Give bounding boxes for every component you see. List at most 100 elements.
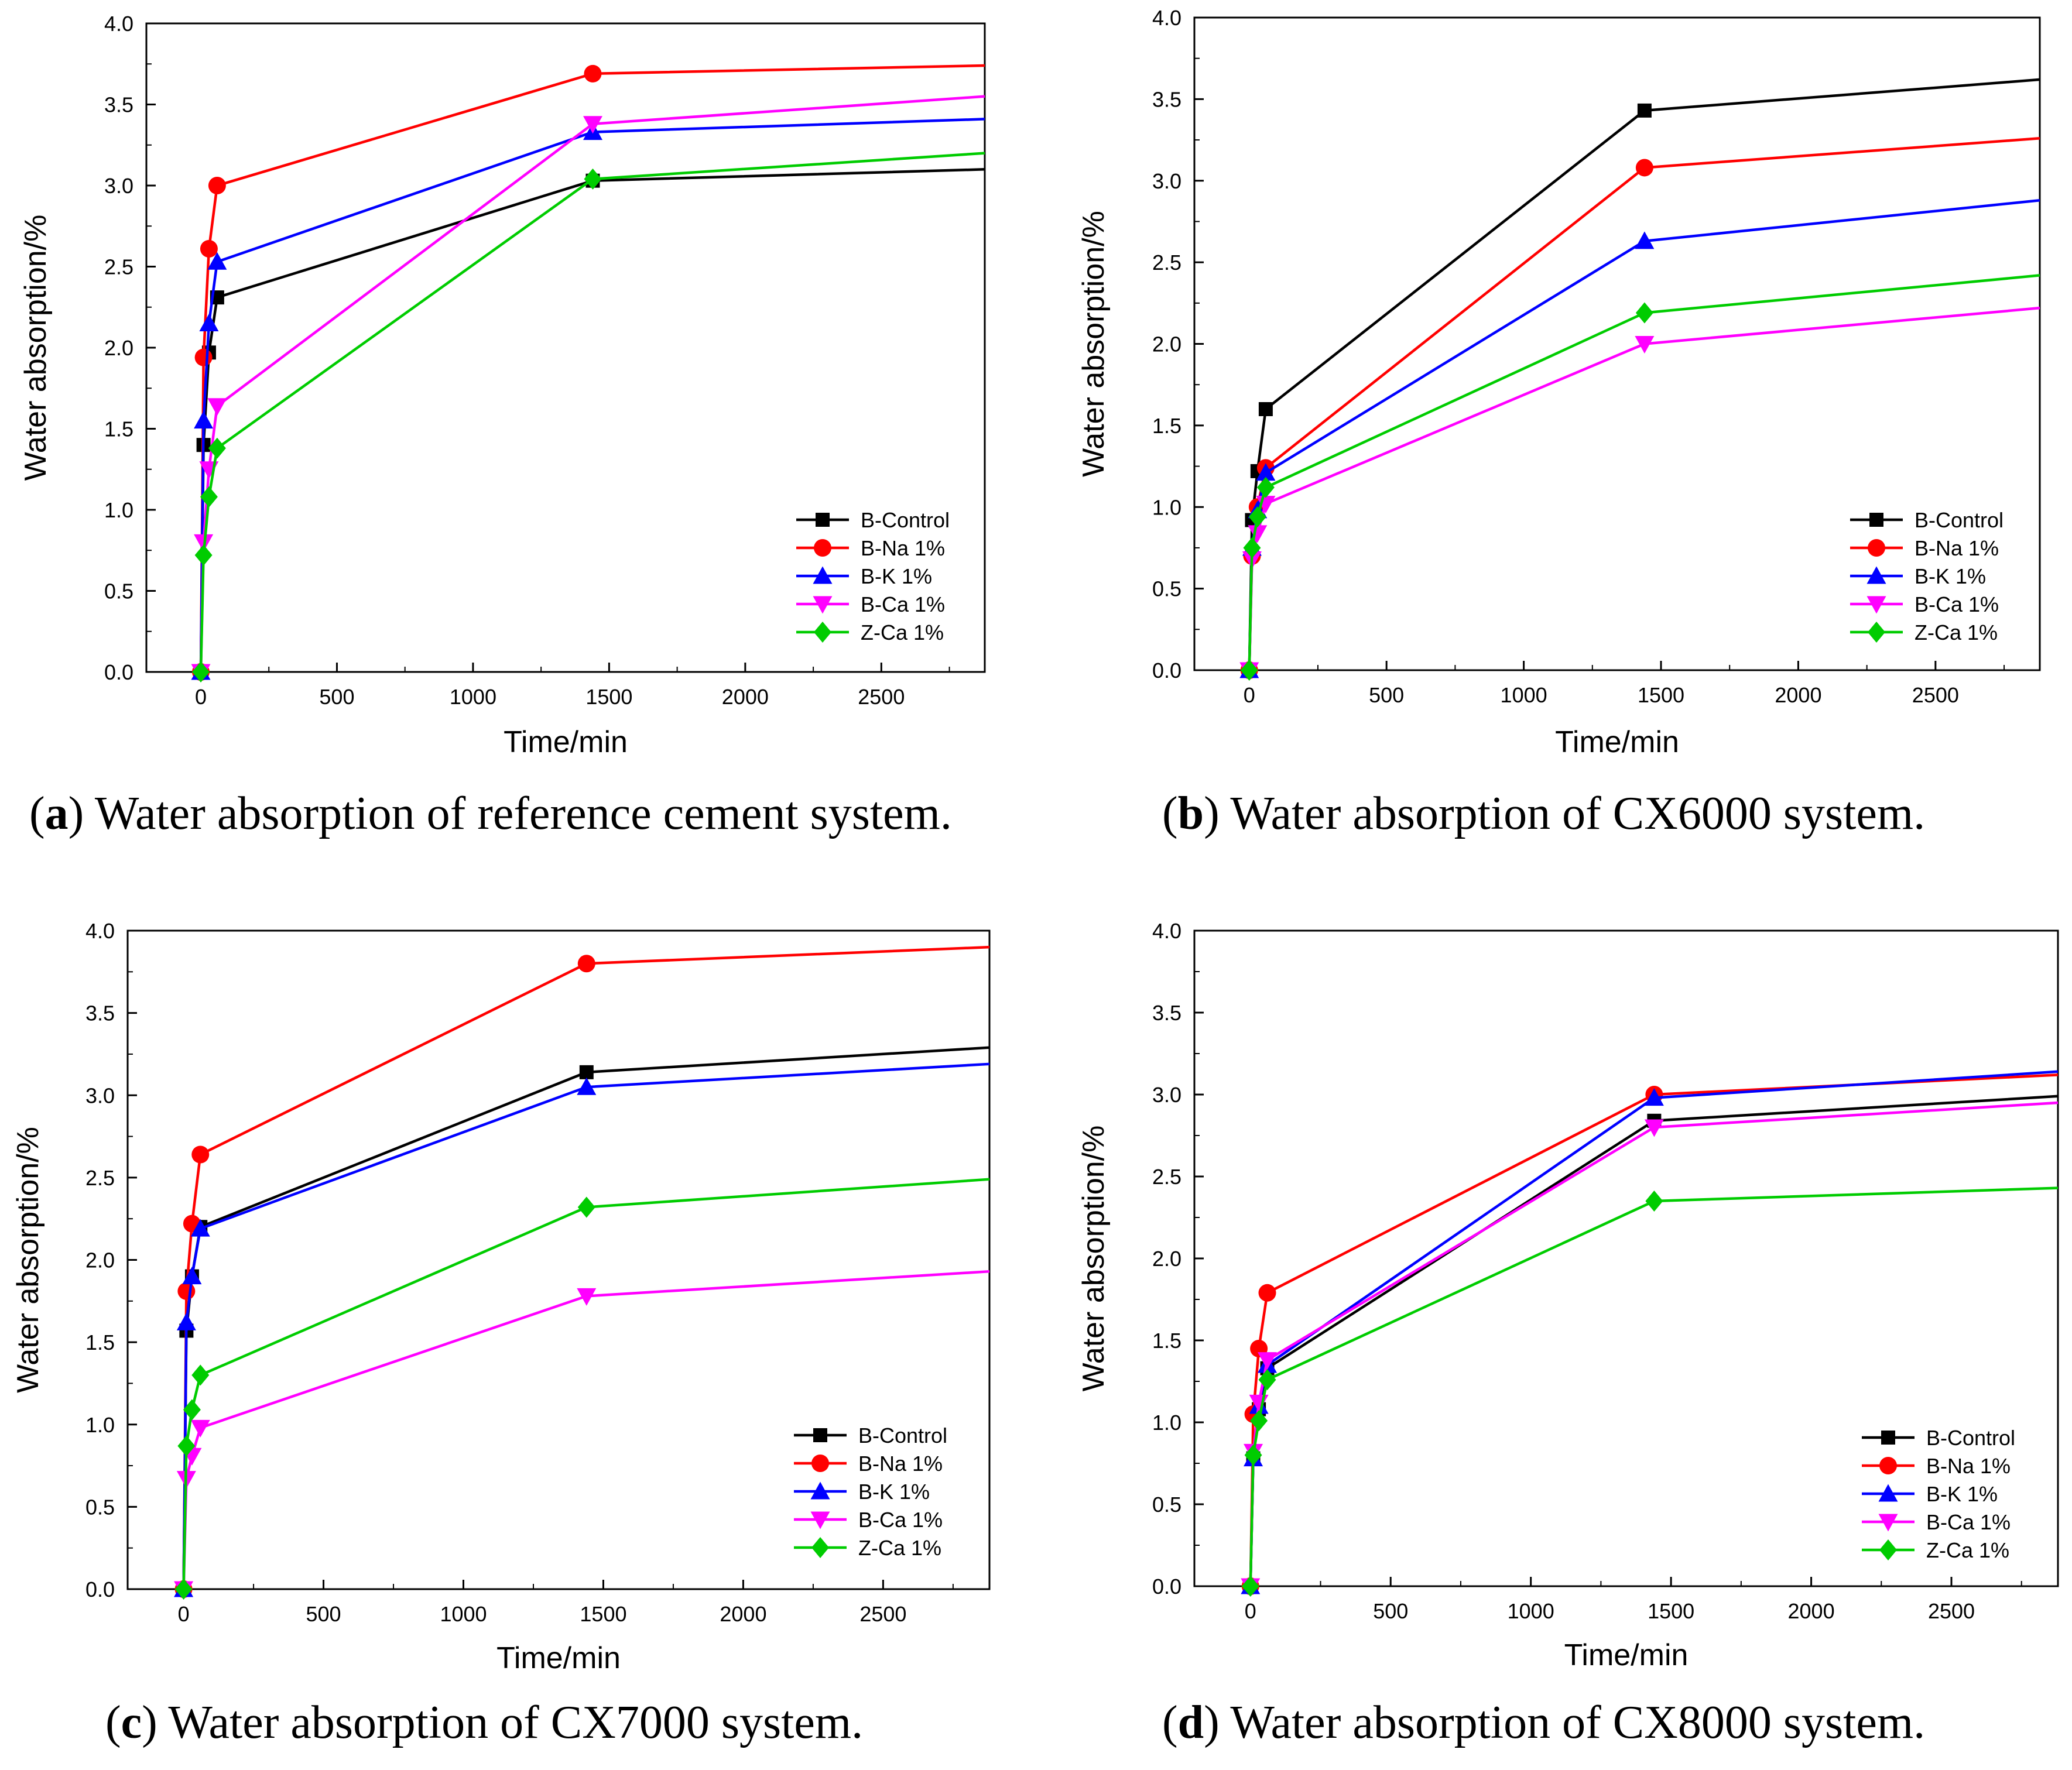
caption-a-label: a xyxy=(44,788,69,839)
y-tick-label: 2.5 xyxy=(1152,251,1181,275)
series-line-b-k-1- xyxy=(199,118,985,673)
x-tick-label: 0 xyxy=(195,685,207,709)
x-tick-label: 500 xyxy=(1369,683,1404,707)
x-axis-label: Time/min xyxy=(496,1641,621,1675)
x-tick-label: 500 xyxy=(1373,1599,1408,1623)
chart-panel-b: 0.0 0.5 1.0 1.5 2.0 2.5 3.0 3.5 4.0 0 500 1000 1500 2… xyxy=(1077,6,2041,759)
y-tick-label: 1.0 xyxy=(104,498,133,522)
y-tick-label: 3.0 xyxy=(1152,1083,1181,1107)
legend-marker xyxy=(1878,1514,1898,1532)
x-tick-label: 1500 xyxy=(580,1602,626,1626)
x-tick-label: 2000 xyxy=(722,685,769,709)
caption-a-text: Water absorption of reference cement sys… xyxy=(94,788,952,839)
y-tick-label: 2.0 xyxy=(104,336,133,360)
legend-label: Z-Ca 1% xyxy=(1915,620,1998,644)
caption-d: (d) Water absorption of CX8000 system. xyxy=(1162,1697,1926,1748)
data-point xyxy=(583,116,602,134)
y-tick-label: 1.5 xyxy=(85,1330,115,1354)
legend-label: B-Control xyxy=(858,1423,947,1447)
y-tick-label: 0.0 xyxy=(1152,1575,1181,1599)
data-point xyxy=(577,1077,597,1095)
chart-panel-a: 0.0 0.5 1.0 1.5 2.0 2.5 3.0 3.5 4.0 0 500 1000 1500 2… xyxy=(19,12,986,759)
caption-d-text: Water absorption of CX8000 system. xyxy=(1230,1697,1926,1748)
y-tick-label: 0.0 xyxy=(104,660,133,684)
data-point xyxy=(577,1196,595,1218)
legend-label: B-Ca 1% xyxy=(861,592,945,616)
y-tick-label: 3.5 xyxy=(104,93,133,117)
data-point xyxy=(577,1288,597,1306)
data-point xyxy=(208,437,226,459)
data-point xyxy=(194,544,213,566)
legend-marker xyxy=(1868,622,1885,643)
x-axis-label: Time/min xyxy=(504,725,628,759)
y-tick-label: 0.0 xyxy=(85,1577,115,1601)
legend-label: B-K 1% xyxy=(1915,564,1986,588)
caption-b-label: b xyxy=(1177,788,1204,839)
x-tick-label: 1500 xyxy=(1638,683,1684,707)
y-tick-label: 3.5 xyxy=(1152,1001,1181,1025)
data-point xyxy=(1240,660,1258,681)
y-tick-label: 3.0 xyxy=(1152,169,1181,193)
data-point xyxy=(1258,1369,1276,1391)
data-point xyxy=(1635,302,1653,324)
y-tick-label: 0.5 xyxy=(104,579,133,603)
y-tick-label: 2.0 xyxy=(1152,1247,1181,1271)
data-point xyxy=(1635,159,1653,177)
y-tick-label: 1.0 xyxy=(85,1413,115,1437)
legend-label: B-Ca 1% xyxy=(858,1508,943,1532)
y-axis-label: Water absorption/% xyxy=(19,215,53,481)
legend-label: B-Control xyxy=(861,508,950,532)
y-tick-label: 0.5 xyxy=(85,1495,115,1519)
data-point xyxy=(1258,402,1273,416)
x-tick-label: 0 xyxy=(1244,683,1255,707)
data-point xyxy=(191,661,210,682)
y-tick-label: 4.0 xyxy=(85,919,115,943)
data-point xyxy=(584,168,602,190)
y-tick-label: 2.0 xyxy=(1152,332,1181,356)
data-point xyxy=(1241,1576,1259,1597)
plot-frame xyxy=(145,22,986,673)
data-point xyxy=(194,411,214,429)
legend-marker xyxy=(813,566,833,584)
x-tick-label: 2500 xyxy=(1912,683,1959,707)
data-point xyxy=(207,252,227,270)
legend-label: B-Na 1% xyxy=(861,536,945,560)
legend-marker xyxy=(1868,539,1885,557)
caption-b-text: Water absorption of CX6000 system. xyxy=(1230,788,1926,839)
series-line-b-na-1- xyxy=(1248,137,2040,671)
data-point xyxy=(1635,231,1655,249)
data-point xyxy=(200,240,218,258)
data-point xyxy=(579,1065,594,1079)
y-tick-label: 0.0 xyxy=(1152,658,1181,682)
caption-c-label: c xyxy=(121,1697,142,1748)
data-point xyxy=(191,1145,210,1164)
y-tick-label: 3.0 xyxy=(104,174,133,198)
legend-marker xyxy=(813,1428,827,1442)
data-point xyxy=(182,1267,202,1285)
x-tick-label: 2000 xyxy=(720,1602,766,1626)
y-tick-label: 4.0 xyxy=(104,12,133,36)
series-line-b-k-1- xyxy=(1249,1070,2059,1587)
x-axis-label: Time/min xyxy=(1555,725,1679,759)
y-tick-label: 4.0 xyxy=(1152,6,1181,30)
series-line-z-ca-1- xyxy=(199,152,985,673)
legend-marker xyxy=(811,1537,829,1558)
legend-label: Z-Ca 1% xyxy=(1926,1538,2009,1562)
data-point xyxy=(190,1219,210,1237)
series-line-z-ca-1- xyxy=(1248,274,2040,671)
x-tick-label: 1000 xyxy=(440,1602,487,1626)
series-line-z-ca-1- xyxy=(182,1178,990,1590)
y-tick-label: 2.5 xyxy=(85,1166,115,1190)
x-tick-label: 1000 xyxy=(1508,1599,1554,1623)
caption-c-text: Water absorption of CX7000 system. xyxy=(168,1697,864,1748)
legend-marker xyxy=(810,1481,830,1500)
y-tick-label: 3.0 xyxy=(85,1083,115,1107)
data-point xyxy=(191,1364,210,1386)
legend-marker xyxy=(1881,1431,1895,1445)
y-axis-label: Water absorption/% xyxy=(1077,211,1111,477)
data-point xyxy=(183,1399,201,1421)
data-point xyxy=(177,1435,196,1457)
data-point xyxy=(1644,1119,1664,1137)
